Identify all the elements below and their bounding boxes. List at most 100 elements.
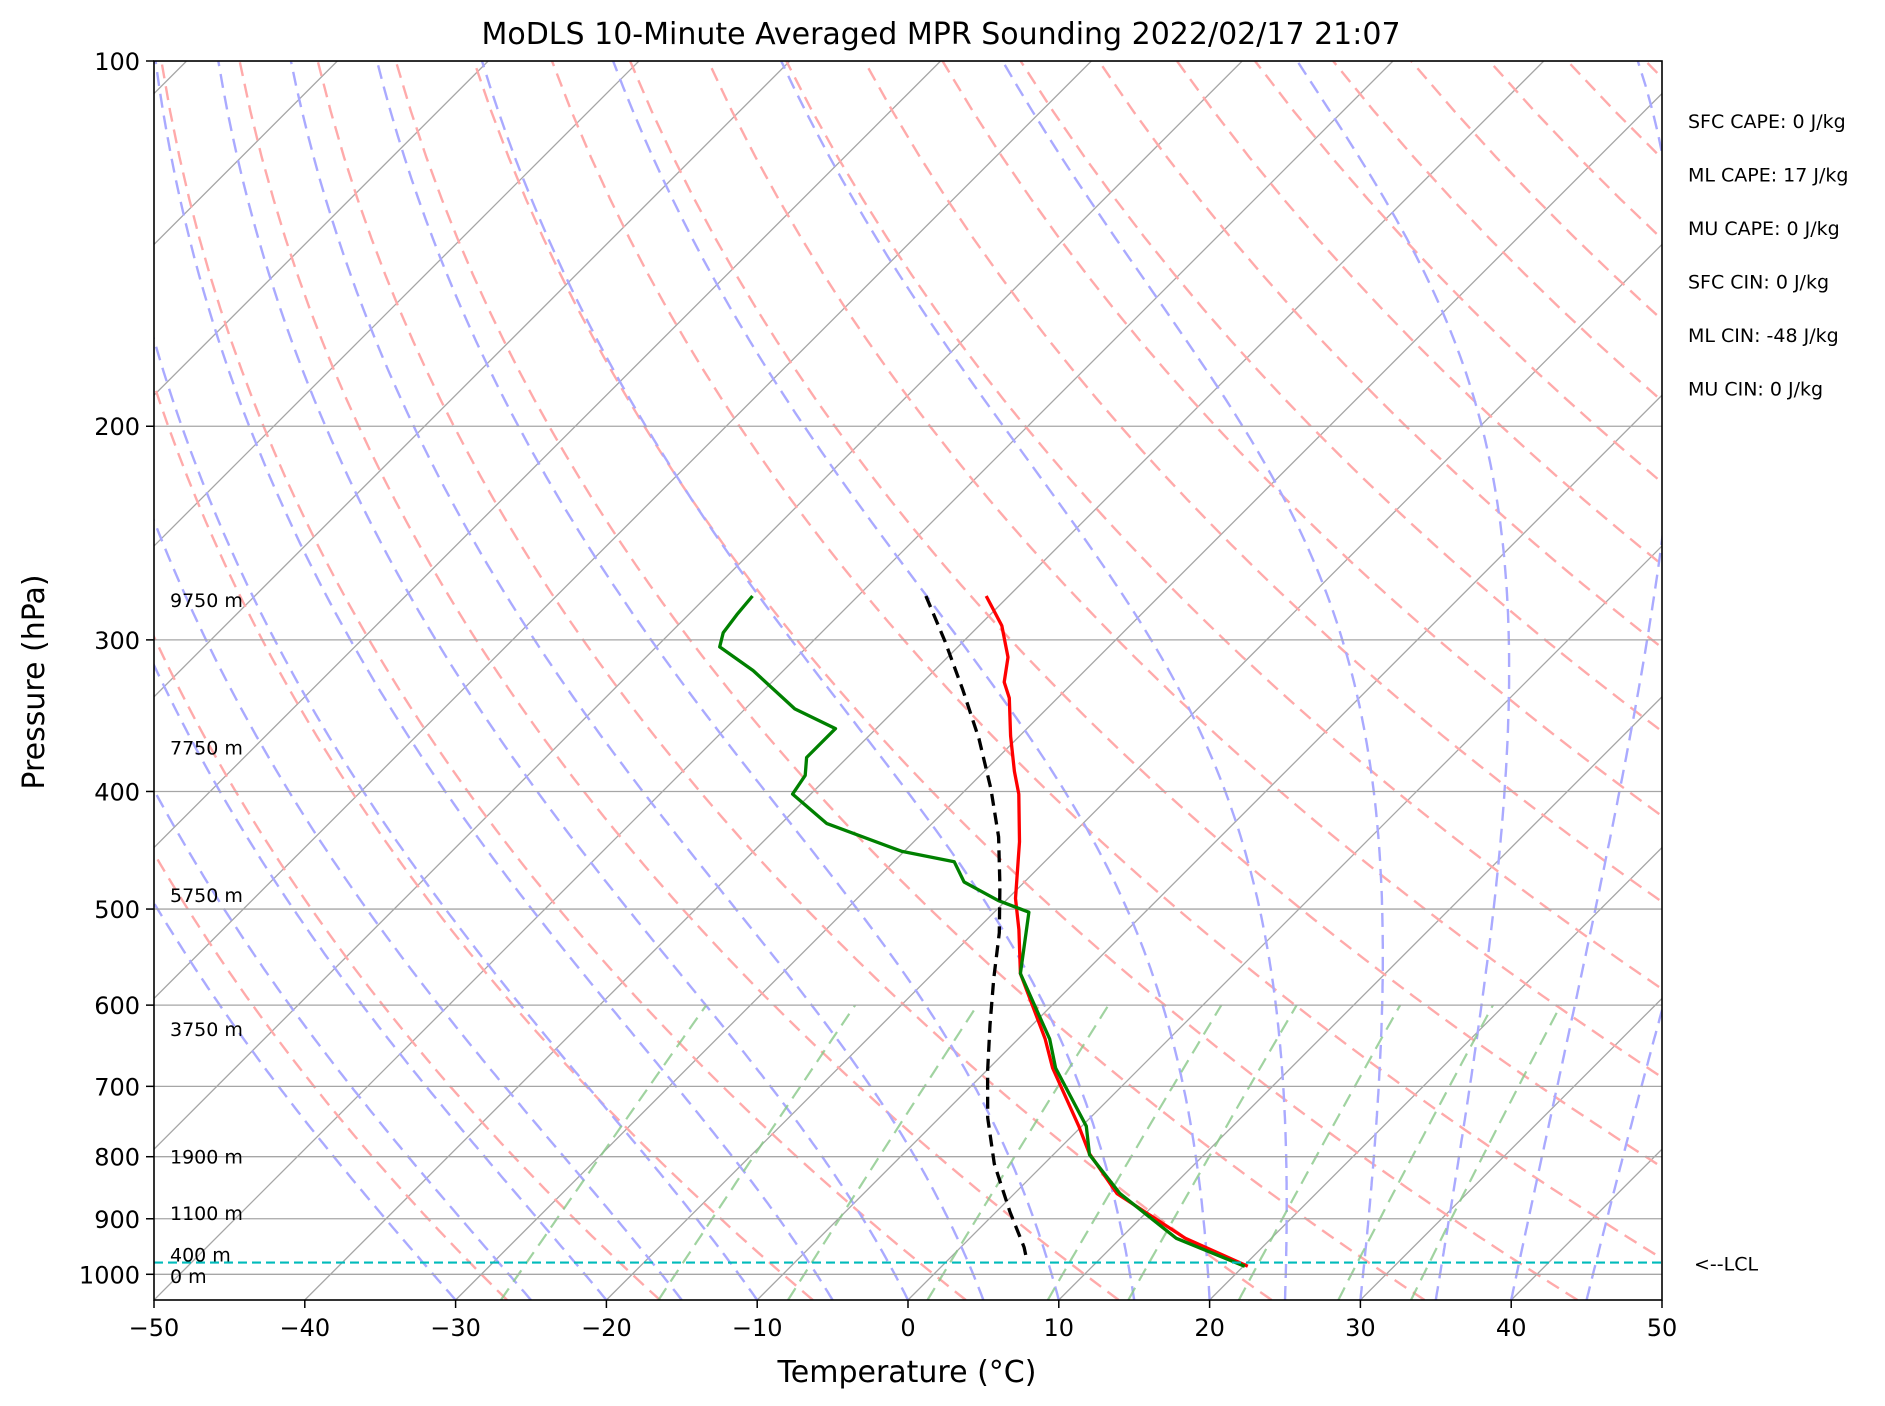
moist-adiabat-line [154,787,532,1300]
moist-adiabat-line [154,335,759,1300]
mixing-ratio-line [499,1004,708,1300]
isotherm-line [1058,695,1662,1300]
isotherm-line [1661,1299,1662,1300]
dry-adiabat-line [238,61,1120,1300]
isotherm-line [154,61,1243,1151]
y-tick-label: 700 [94,1073,140,1101]
y-axis-label: Pressure (hPa) [17,574,52,789]
y-tick-label: 400 [94,778,140,806]
y-tick-label: 1000 [79,1261,140,1289]
moist-adiabat-line [154,61,834,1300]
parcel-path-line [924,595,1029,1262]
isotherm-line [154,61,1092,1000]
isotherm-line [154,61,1394,1300]
isotherm-line [154,61,640,547]
dry-adiabat-line [785,61,1662,991]
dry-adiabat-line [1254,61,1662,485]
isotherm-line [907,545,1662,1300]
x-tick-label: −20 [581,1314,632,1342]
moist-adiabat-line [217,61,910,1300]
y-tick-label: 200 [94,413,140,441]
moist-adiabat-line [154,662,608,1300]
stability-index-text: ML CAPE: 17 J/kg [1688,165,1848,187]
height-label: 9750 m [170,590,243,612]
dewpoint-line [718,594,1246,1268]
moist-adiabat-line [1001,61,1385,1300]
dry-adiabat-line [707,61,1662,1079]
dry-adiabat-line [941,61,1662,818]
mixing-ratio-line [1410,1004,1562,1300]
isotherm-line [1209,846,1662,1300]
dry-adiabat-line [1488,61,1662,241]
dry-adiabat-line [1410,61,1662,322]
x-tick-label: 40 [1496,1314,1527,1342]
x-tick-label: 30 [1345,1314,1376,1342]
sounding-series [718,594,1249,1268]
x-axis-label: Temperature (°C) [777,1355,1037,1390]
y-tick-label: 300 [94,627,140,655]
dry-adiabat-line [1097,61,1662,650]
stability-index-text: SFC CAPE: 0 J/kg [1688,111,1846,133]
mixing-ratio-line [926,1004,1110,1300]
dry-adiabat-line [1332,61,1662,403]
dry-adiabat-line [1566,61,1662,161]
dry-adiabat-line [160,61,967,1300]
dry-adiabat-line [550,61,1662,1260]
moist-adiabat-line [375,61,1060,1300]
height-label: 1900 m [170,1147,243,1169]
moist-adiabat-line [289,61,985,1300]
mixing-ratio-line [1046,1004,1223,1300]
chart-title: MoDLS 10-Minute Averaged MPR Sounding 20… [481,17,1400,52]
dry-adiabat-line [863,61,1662,904]
stability-index-text: MU CIN: 0 J/kg [1688,379,1823,401]
height-label: 1100 m [170,1203,243,1225]
x-tick-label: −30 [430,1314,481,1342]
x-tick-label: 50 [1647,1314,1678,1342]
dry-adiabat-line [1175,61,1662,567]
x-tick-label: −10 [732,1314,783,1342]
x-tick-label: −50 [129,1314,180,1342]
mixing-ratio-line [1127,1004,1298,1300]
mixing-ratio-line [657,1004,857,1300]
y-tick-label: 600 [94,992,140,1020]
moist-adiabat-line [480,61,1136,1300]
isotherm-line [304,61,1545,1300]
y-axis-ticks: 100 200 300 400 500 600 700 800 900 1000 [79,48,154,1289]
lcl-label: <--LCL [1694,1254,1758,1276]
mixing-ratio-line [1237,1004,1402,1300]
x-tick-label: 20 [1194,1314,1225,1342]
isotherm-line [154,61,489,397]
moist-adiabat-line [611,61,1211,1300]
height-labels: 9750 m 7750 m 5750 m 3750 m 1900 m 1100 m 400 … [170,590,243,1288]
stability-indices: SFC CAPE: 0 J/kg ML CAPE: 17 J/kg MU CAPE:… [1688,111,1848,401]
mixing-ratio-line [1337,1004,1494,1300]
x-tick-label: 0 [900,1314,915,1342]
moist-adiabat-line [1296,61,1511,1300]
y-tick-label: 800 [94,1144,140,1172]
isotherm-line [154,61,791,698]
y-tick-label: 500 [94,896,140,924]
height-label: 7750 m [170,738,243,760]
stability-index-text: MU CAPE: 0 J/kg [1688,218,1840,240]
isotherm-line [455,92,1662,1300]
isotherm-line [605,243,1662,1300]
dry-adiabat-line [154,850,508,1300]
dry-adiabat-line [1644,61,1662,80]
dry-adiabat-line [154,380,814,1300]
mixing-ratio-line [787,1004,979,1300]
x-tick-label: −40 [279,1314,330,1342]
moist-adiabat-line [780,61,1288,1300]
height-label: 5750 m [170,885,243,907]
x-tick-label: 10 [1044,1314,1075,1342]
moist-adiabat-line [1585,1005,1662,1300]
height-label: 400 m [170,1244,231,1266]
dry-adiabat-line [1724,61,1885,1300]
isotherm-line [1510,1148,1662,1300]
moist-adiabat-line [154,517,683,1300]
lcl-marker: <--LCL [154,1254,1758,1276]
isotherm-line [1359,997,1662,1300]
moist-adiabat-line [1510,61,1662,1300]
background-lines [154,61,1885,1300]
height-label: 0 m [170,1266,207,1288]
